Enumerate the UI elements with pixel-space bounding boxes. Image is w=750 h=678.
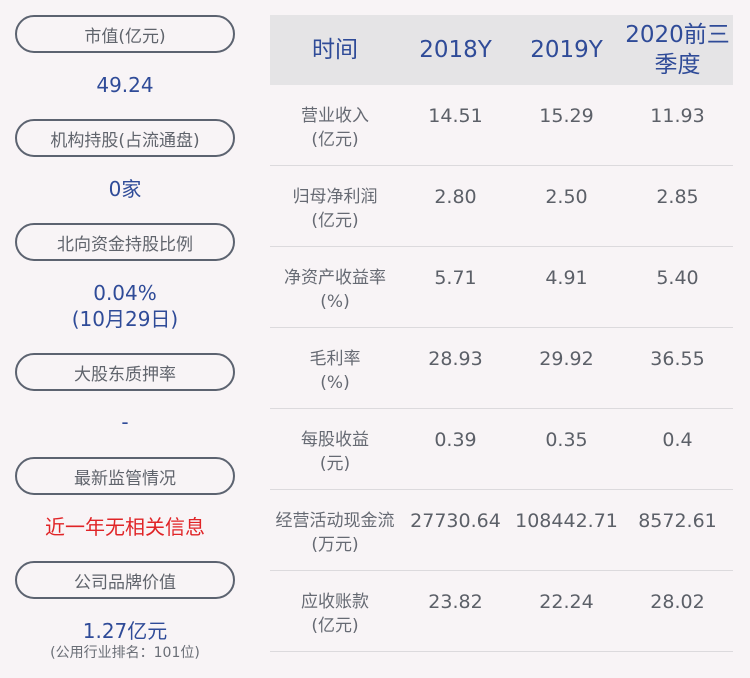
table-row: 营业收入 (亿元) 14.51 15.29 11.93 [270,85,733,166]
cell-value: 2.80 [434,186,477,208]
pledge-ratio-value: - [121,410,129,434]
metric-unit: (亿元) [311,616,359,636]
cell-value: 2.50 [545,186,588,208]
metric-unit: (万元) [311,535,359,555]
metric-unit: (%) [320,373,350,393]
metric-name: 净资产收益率 [284,268,386,288]
cell-value: 28.02 [650,591,705,613]
northbound-ratio-date: (10月29日) [71,307,179,331]
cell-value: 0.35 [545,429,588,451]
row-label: 净资产收益率 (%) [270,247,400,327]
cell-value: 5.40 [656,267,699,289]
metric-unit: (亿元) [311,130,359,150]
regulatory-status-value: 近一年无相关信息 [45,515,205,539]
brand-value-rank: (公用行业排名：101位) [50,645,200,661]
table-row: 净资产收益率 (%) 5.71 4.91 5.40 [270,247,733,328]
northbound-ratio-value: 0.04% [93,281,157,305]
northbound-ratio-label: 北向资金持股比例 [15,223,235,261]
table-row: 应收账款 (亿元) 23.82 22.24 28.02 [270,571,733,652]
cell-value: 29.92 [539,348,594,370]
cell-value: 5.71 [434,267,477,289]
cell-value: 0.39 [434,429,477,451]
metric-unit: (元) [319,454,351,474]
metric-name: 应收账款 [301,592,369,612]
cell-value: 28.93 [428,348,483,370]
metric-name: 毛利率 [309,349,361,369]
metric-unit: (%) [320,292,350,312]
cell-value: 11.93 [650,105,705,127]
cell-value: 23.82 [428,591,483,613]
metric-unit: (亿元) [311,211,359,231]
table-row: 经营活动现金流 (万元) 27730.64 108442.71 8572.61 [270,490,733,571]
cell-value: 22.24 [539,591,594,613]
cell-value: 4.91 [545,267,588,289]
brand-value-label: 公司品牌价值 [15,561,235,599]
cell-value: 15.29 [539,105,594,127]
row-label: 毛利率 (%) [270,328,400,408]
metric-name: 归母净利润 [292,187,378,207]
header-2020: 2020前三季度 [625,22,730,78]
cell-value: 0.4 [662,429,693,451]
cell-value: 108442.71 [515,510,618,532]
row-label: 应收账款 (亿元) [270,571,400,651]
header-2018: 2018Y [419,37,492,63]
header-2019: 2019Y [530,37,603,63]
metric-name: 经营活动现金流 [275,511,395,531]
cell-value: 8572.61 [638,510,717,532]
table-row: 毛利率 (%) 28.93 29.92 36.55 [270,328,733,409]
market-cap-label: 市值(亿元) [15,15,235,53]
row-label: 经营活动现金流 (万元) [270,490,400,570]
table-header: 时间 2018Y 2019Y 2020前三季度 [270,15,733,85]
cell-value: 36.55 [650,348,705,370]
table-row: 归母净利润 (亿元) 2.80 2.50 2.85 [270,166,733,247]
header-time: 时间 [312,37,358,63]
institutional-holding-value: 0家 [108,177,142,201]
pledge-ratio-label: 大股东质押率 [15,353,235,391]
financial-table: 时间 2018Y 2019Y 2020前三季度 营业收入 (亿元) 14.51 15.… [270,15,733,652]
row-label: 营业收入 (亿元) [270,85,400,165]
row-label: 归母净利润 (亿元) [270,166,400,246]
row-label: 每股收益 (元) [270,409,400,489]
cell-value: 27730.64 [410,510,501,532]
institutional-holding-label: 机构持股(占流通盘) [15,119,235,157]
cell-value: 14.51 [428,105,483,127]
metric-name: 营业收入 [301,106,369,126]
table-row: 每股收益 (元) 0.39 0.35 0.4 [270,409,733,490]
cell-value: 2.85 [656,186,699,208]
regulatory-status-label: 最新监管情况 [15,457,235,495]
brand-value-value: 1.27亿元 [82,619,168,643]
market-cap-value: 49.24 [96,73,154,97]
metric-name: 每股收益 [301,430,369,450]
